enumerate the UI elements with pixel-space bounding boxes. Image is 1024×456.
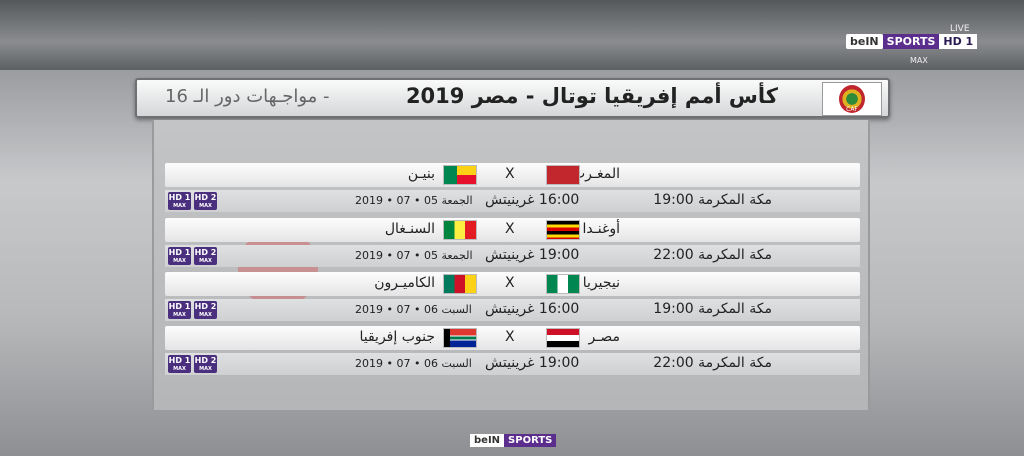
mecca-time: مكة المكرمة 22:00 [653, 355, 772, 371]
match-info-row: HD 1 MAX HD 2 MAX الجمعة 05 • 07 • 2019 19… [165, 245, 860, 267]
match-info-row: HD 1 MAX HD 2 MAX السبت 06 • 07 • 2019 16:… [165, 299, 860, 321]
hd1-max-badge: HD 1 MAX [168, 355, 191, 373]
mecca-time: مكة المكرمة 19:00 [653, 192, 772, 208]
gmt-time: 16:00 غرينيتش [485, 301, 580, 317]
versus-label: X [505, 166, 515, 182]
morocco-flag-icon [546, 165, 580, 185]
home-team: نيجيريا [582, 275, 620, 291]
hd2-max-badge: HD 2 MAX [194, 355, 217, 373]
match-info-row: HD 1 MAX HD 2 MAX الجمعة 05 • 07 • 2019 16… [165, 190, 860, 212]
title-bar: CAF كأس أمم إفريقيا توتال - مصر 2019 - م… [135, 78, 890, 118]
match-row: مصـر X جنوب إفريقيا [165, 326, 860, 350]
match-date: الجمعة 05 • 07 • 2019 [355, 249, 473, 262]
footer-bein: beIN [470, 434, 505, 447]
live-label: LIVE [950, 24, 970, 34]
hd2-max-badge: HD 2 MAX [194, 247, 217, 265]
uganda-flag-icon [546, 220, 580, 240]
cameroon-flag-icon [443, 274, 477, 294]
versus-label: X [505, 275, 515, 291]
footer-logo: beIN SPORTS [470, 434, 557, 447]
egypt-flag-icon [546, 328, 580, 348]
channel-logo: beIN SPORTS HD 1 [846, 34, 978, 49]
senegal-flag-icon [443, 220, 477, 240]
home-team: أوغنـدا [582, 221, 620, 237]
caf-logo: CAF [822, 82, 882, 116]
footer-sports: SPORTS [504, 434, 557, 447]
gmt-time: 19:00 غرينيتش [485, 355, 580, 371]
hd2-max-badge: HD 2 MAX [194, 192, 217, 210]
sports-text: SPORTS [882, 34, 940, 49]
match-info-row: HD 1 MAX HD 2 MAX السبت 06 • 07 • 2019 19:… [165, 353, 860, 375]
match-row: أوغنـدا X السنـغال [165, 218, 860, 242]
away-team: جنوب إفريقيا [359, 329, 435, 345]
match-date: السبت 06 • 07 • 2019 [355, 357, 472, 370]
hd-text: HD 1 [939, 34, 978, 49]
mecca-time: مكة المكرمة 19:00 [653, 301, 772, 317]
max-label: MAX [910, 56, 928, 65]
match-row: نيجيريا X الكاميـرون [165, 272, 860, 296]
match-row: المغـرب X بنيـن [165, 163, 860, 187]
nigeria-flag-icon [546, 274, 580, 294]
page-title: كأس أمم إفريقيا توتال - مصر 2019 [405, 84, 778, 108]
mecca-time: مكة المكرمة 22:00 [653, 247, 772, 263]
versus-label: X [505, 221, 515, 237]
page-subtitle: - مواجـهات دور الـ 16 [165, 86, 330, 107]
hd1-max-badge: HD 1 MAX [168, 247, 191, 265]
gmt-time: 16:00 غرينيتش [485, 192, 580, 208]
hd2-max-badge: HD 2 MAX [194, 301, 217, 319]
away-team: بنيـن [407, 166, 435, 182]
match-date: الجمعة 05 • 07 • 2019 [355, 194, 473, 207]
south-africa-flag-icon [443, 328, 477, 348]
gmt-time: 19:00 غرينيتش [485, 247, 580, 263]
hd1-max-badge: HD 1 MAX [168, 192, 191, 210]
home-team: مصـر [588, 329, 620, 345]
versus-label: X [505, 329, 515, 345]
match-date: السبت 06 • 07 • 2019 [355, 303, 472, 316]
hd1-max-badge: HD 1 MAX [168, 301, 191, 319]
away-team: الكاميـرون [374, 275, 435, 291]
home-team: المغـرب [571, 166, 620, 182]
benin-flag-icon [443, 165, 477, 185]
bein-text: beIN [846, 34, 883, 49]
away-team: السنـغال [384, 221, 435, 237]
